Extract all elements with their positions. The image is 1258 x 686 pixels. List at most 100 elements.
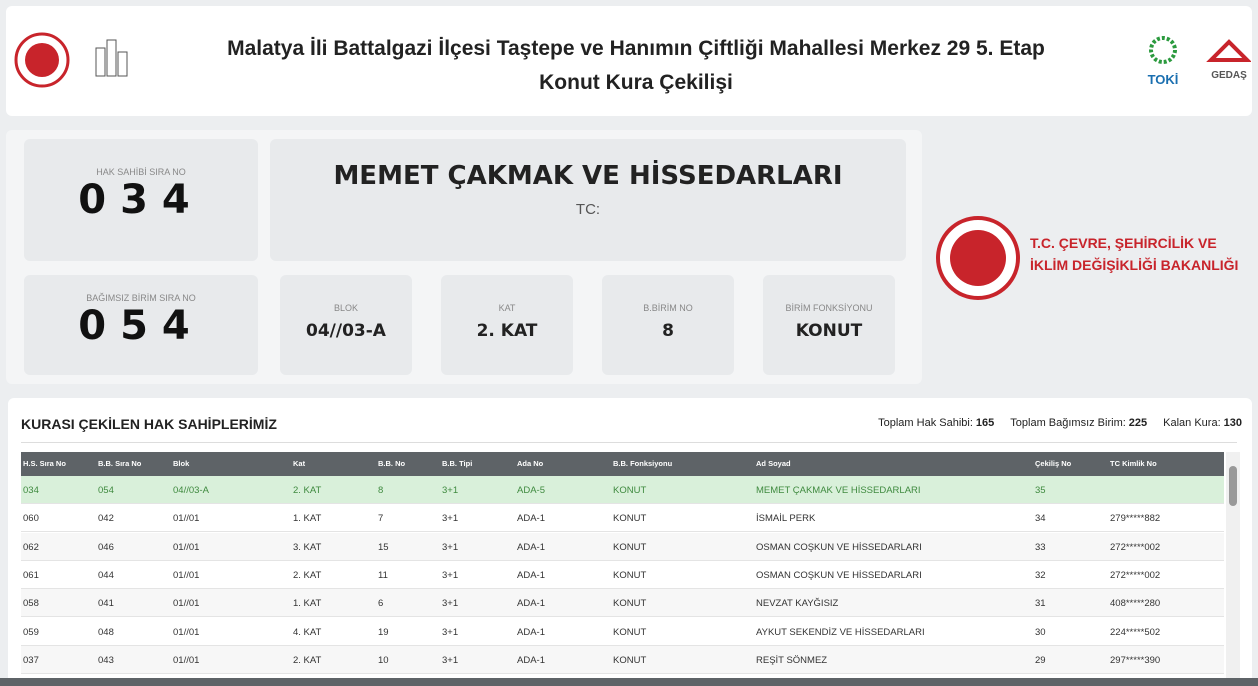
field-label: BİRİM FONKSİYONU (785, 303, 873, 313)
table-cell: REŞİT SÖNMEZ (756, 654, 828, 666)
table-cell: 29 (1035, 654, 1046, 666)
table-row[interactable]: 061 044 01//01 2. KAT 11 3+1 ADA-1 KONUT OSMAN C… (21, 560, 1224, 589)
hak-sahibi-box: HAK SAHİBİ SIRA NO 034 (24, 139, 258, 261)
table-cell: 30 (1035, 626, 1046, 638)
birim-no: 054 (78, 303, 204, 349)
stat-label: Kalan Kura: (1163, 417, 1221, 429)
column-header: B.B. Sıra No (98, 459, 142, 468)
table-cell: 408*****280 (1110, 598, 1161, 610)
column-header: Ad Soyad (756, 459, 791, 468)
field-box: BLOK 04//03-A (280, 275, 412, 375)
stat-label: Toplam Bağımsız Birim: (1010, 417, 1126, 429)
table-row[interactable]: 060 042 01//01 1. KAT 7 3+1 ADA-1 KONUT İSMAİL P… (21, 504, 1224, 533)
table-cell: 2. KAT (293, 569, 322, 581)
scrollbar[interactable] (1226, 452, 1240, 686)
table-cell: 10 (378, 654, 389, 666)
table-cell: 272*****002 (1110, 569, 1161, 581)
table-cell: ADA-1 (517, 541, 545, 553)
column-header: TC Kimlik No (1110, 459, 1157, 468)
birim-box: BAĞIMSIZ BİRİM SIRA NO 054 (24, 275, 258, 375)
column-header: Kat (293, 459, 306, 468)
column-header: Çekiliş No (1035, 459, 1072, 468)
table-cell: 35 (1035, 485, 1046, 496)
table-cell: ADA-1 (517, 569, 545, 581)
table-cell: 15 (378, 541, 389, 553)
table-cell: ADA-1 (517, 598, 545, 610)
table-cell: 01//01 (173, 541, 200, 553)
field-value: 2. KAT (476, 321, 538, 341)
table-row[interactable]: 058 041 01//01 1. KAT 6 3+1 ADA-1 KONUT NEVZAT K… (21, 589, 1224, 618)
table-cell: KONUT (613, 541, 647, 553)
table-cell: 224*****502 (1110, 626, 1161, 638)
table-cell: 33 (1035, 541, 1046, 553)
table-cell: 2. KAT (293, 485, 322, 496)
table-cell: 297*****390 (1110, 654, 1161, 666)
table-cell: 01//01 (173, 569, 200, 581)
table-cell: 059 (23, 626, 39, 638)
table-cell: 1. KAT (293, 598, 322, 610)
field-box: BİRİM FONKSİYONU KONUT (763, 275, 895, 375)
table-cell: 044 (98, 569, 114, 581)
table-cell: 01//01 (173, 626, 200, 638)
stat-value: 130 (1223, 417, 1242, 429)
table-card: KURASI ÇEKİLEN HAK SAHİPLERİMİZ Toplam H… (8, 398, 1252, 686)
column-header: Ada No (517, 459, 544, 468)
table-cell: 19 (378, 626, 389, 638)
table-cell: 060 (23, 513, 39, 525)
table-cell: 3+1 (442, 541, 459, 553)
table-cell: 3+1 (442, 569, 459, 581)
table-cell: 6 (378, 598, 384, 610)
table-cell: 046 (98, 541, 114, 553)
right-logos: TOKİ GEDAŞ (1148, 36, 1251, 87)
table-cell: 34 (1035, 513, 1046, 525)
left-logos (14, 32, 128, 88)
table-cell: ADA-1 (517, 626, 545, 638)
table-row[interactable]: 059 048 01//01 4. KAT 19 3+1 ADA-1 KONUT AYKUT S… (21, 617, 1224, 646)
table-cell: 061 (23, 569, 39, 581)
field-label: BLOK (333, 303, 358, 313)
table-cell: OSMAN COŞKUN VE HİSSEDARLARI (756, 541, 922, 553)
table-cell: KONUT (613, 485, 647, 496)
column-header: B.B. Tipi (442, 459, 473, 468)
table-cell: 058 (23, 598, 39, 610)
table-cell: 4. KAT (293, 626, 322, 638)
field-box: KAT 2. KAT (441, 275, 573, 375)
field-value: KONUT (795, 321, 863, 341)
field-box: B.BİRİM NO 8 (602, 275, 734, 375)
table-cell: KONUT (613, 654, 647, 666)
table-row[interactable]: 034 054 04//03-A 2. KAT 8 3+1 ADA-5 KONUT MEMET … (21, 476, 1224, 504)
table-cell: 037 (23, 654, 39, 666)
table-cell: 043 (98, 654, 114, 666)
table-cell: 062 (23, 541, 39, 553)
table-cell: 31 (1035, 598, 1046, 610)
field-label: KAT (498, 303, 516, 313)
table-cell: 279*****882 (1110, 513, 1161, 525)
table-cell: 048 (98, 626, 114, 638)
column-header: B.B. No (378, 459, 406, 468)
table-cell: ADA-5 (517, 485, 545, 496)
table-row[interactable]: 037 043 01//01 2. KAT 10 3+1 ADA-1 KONUT REŞİT S… (21, 645, 1224, 674)
table-cell: ADA-1 (517, 654, 545, 666)
table-title: KURASI ÇEKİLEN HAK SAHİPLERİMİZ (21, 416, 277, 432)
table-cell: 11 (378, 569, 388, 581)
table-cell: İSMAİL PERK (756, 513, 816, 525)
table-cell: 3. KAT (293, 541, 322, 553)
table-header: H.S. Sıra No B.B. Sıra No Blok Kat B.B. No B.… (21, 452, 1224, 476)
table-cell: 01//01 (173, 654, 200, 666)
stat-value: 165 (975, 417, 995, 429)
table-cell: OSMAN COŞKUN VE HİSSEDARLARI (756, 569, 922, 581)
column-header: H.S. Sıra No (23, 459, 66, 468)
table-cell: 3+1 (442, 485, 459, 496)
table-cell: 1. KAT (293, 513, 322, 525)
table-cell: 3+1 (442, 598, 459, 610)
table-cell: 3+1 (442, 654, 459, 666)
table-cell: 01//01 (173, 598, 200, 610)
name-box: MEMET ÇAKMAK VE HİSSEDARLARI TC: (270, 139, 906, 261)
label: HAK SAHİBİ SIRA NO (96, 167, 186, 177)
field-label: B.BİRİM NO (643, 303, 693, 313)
table-cell: 034 (23, 485, 39, 496)
logo-gedas: GEDAŞ (1211, 70, 1247, 81)
field-value: 8 (662, 321, 674, 341)
table-row[interactable]: 062 046 01//01 3. KAT 15 3+1 ADA-1 KONUT OSMAN C… (21, 532, 1224, 561)
